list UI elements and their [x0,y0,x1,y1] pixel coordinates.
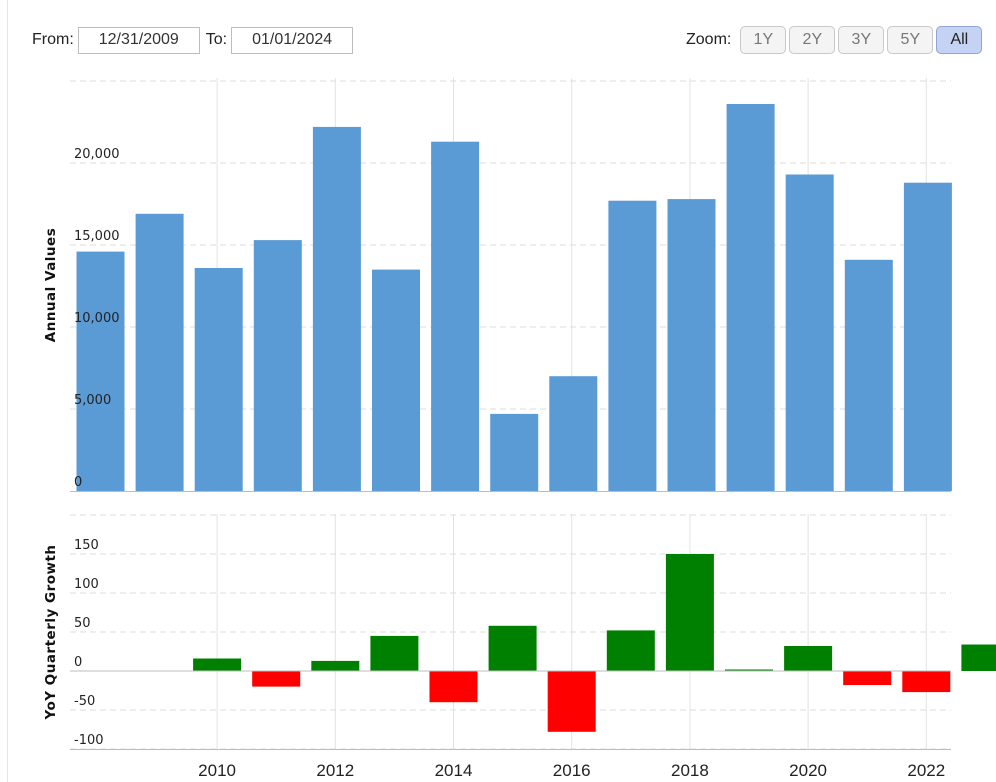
annual-bar[interactable] [785,174,834,492]
left-border [7,0,8,782]
annual-bar[interactable] [490,413,539,491]
growth-bar[interactable] [606,630,655,671]
annual-bar[interactable] [608,200,657,491]
zoom-3y-button[interactable]: 3Y [838,26,885,54]
bottom-y-tick-label: 50 [74,616,91,631]
growth-bar[interactable] [311,660,360,671]
zoom-label: Zoom: [686,31,732,48]
zoom-2y-button[interactable]: 2Y [789,26,836,54]
growth-bar[interactable] [902,671,951,693]
top-y-tick-label: 20,000 [74,147,120,162]
growth-bar[interactable] [252,671,301,687]
to-label: To: [205,31,228,48]
x-tick-label: 2022 [907,761,945,780]
growth-bar[interactable] [488,625,537,671]
annual-bar[interactable] [76,251,125,491]
to-date-input[interactable]: 01/01/2024 [231,26,354,54]
annual-bar[interactable] [844,259,893,491]
annual-bar[interactable] [431,141,480,491]
bottom-y-tick-label: 150 [74,538,99,553]
growth-bar[interactable] [665,554,714,671]
growth-bar[interactable] [784,646,833,671]
annual-bar[interactable] [903,182,952,491]
growth-bar[interactable] [843,671,892,685]
x-axis: 2010 2012 2014 2016 2018 2020 2022 [198,761,945,780]
growth-bar[interactable] [725,669,773,672]
x-tick-label: 2020 [789,761,827,780]
annual-bar[interactable] [726,104,775,491]
zoom-all-button[interactable]: All [936,26,983,54]
growth-bar[interactable] [370,635,419,671]
x-tick-label: 2010 [198,761,236,780]
date-range-selector: From: 12/31/2009 To: 01/01/2024 [32,25,354,55]
growth-bar[interactable] [193,658,242,672]
annual-bar[interactable] [549,376,598,491]
growth-bar[interactable] [547,671,596,732]
yoy-growth-panel: -100 -50 0 50 100 150 YoY Quarterly Growth [43,514,996,750]
x-tick-label: 2018 [671,761,709,780]
zoom-controls: Zoom: 1Y 2Y 3Y 5Y All [686,25,983,55]
growth-bar[interactable] [961,644,996,672]
zoom-1y-button[interactable]: 1Y [740,26,787,54]
top-y-tick-label: 0 [74,475,82,490]
top-y-axis-label: Annual Values [43,228,59,342]
annual-values-panel: 0 5,000 10,000 15,000 20,000 Annual Values [43,78,952,492]
bottom-y-tick-label: 100 [74,577,99,592]
bottom-y-axis-label: YoY Quarterly Growth [43,544,59,720]
from-date-input[interactable]: 12/31/2009 [77,26,200,54]
bottom-y-tick-label: -100 [74,733,104,748]
growth-bar[interactable] [429,671,478,703]
top-y-tick-label: 15,000 [74,229,120,244]
zoom-5y-button[interactable]: 5Y [887,26,934,54]
bottom-y-tick-label: 0 [74,655,82,670]
annual-bar[interactable] [312,126,361,492]
x-tick-label: 2012 [316,761,354,780]
from-label: From: [32,31,74,48]
annual-bar[interactable] [194,268,243,491]
annual-bar[interactable] [135,213,184,492]
annual-bar[interactable] [667,199,716,491]
top-y-tick-label: 10,000 [74,311,120,326]
x-tick-label: 2014 [435,761,473,780]
annual-bar[interactable] [253,240,302,491]
top-y-tick-label: 5,000 [74,393,111,408]
annual-bar[interactable] [372,269,420,491]
bottom-y-tick-label: -50 [74,694,95,709]
x-tick-label: 2016 [553,761,591,780]
